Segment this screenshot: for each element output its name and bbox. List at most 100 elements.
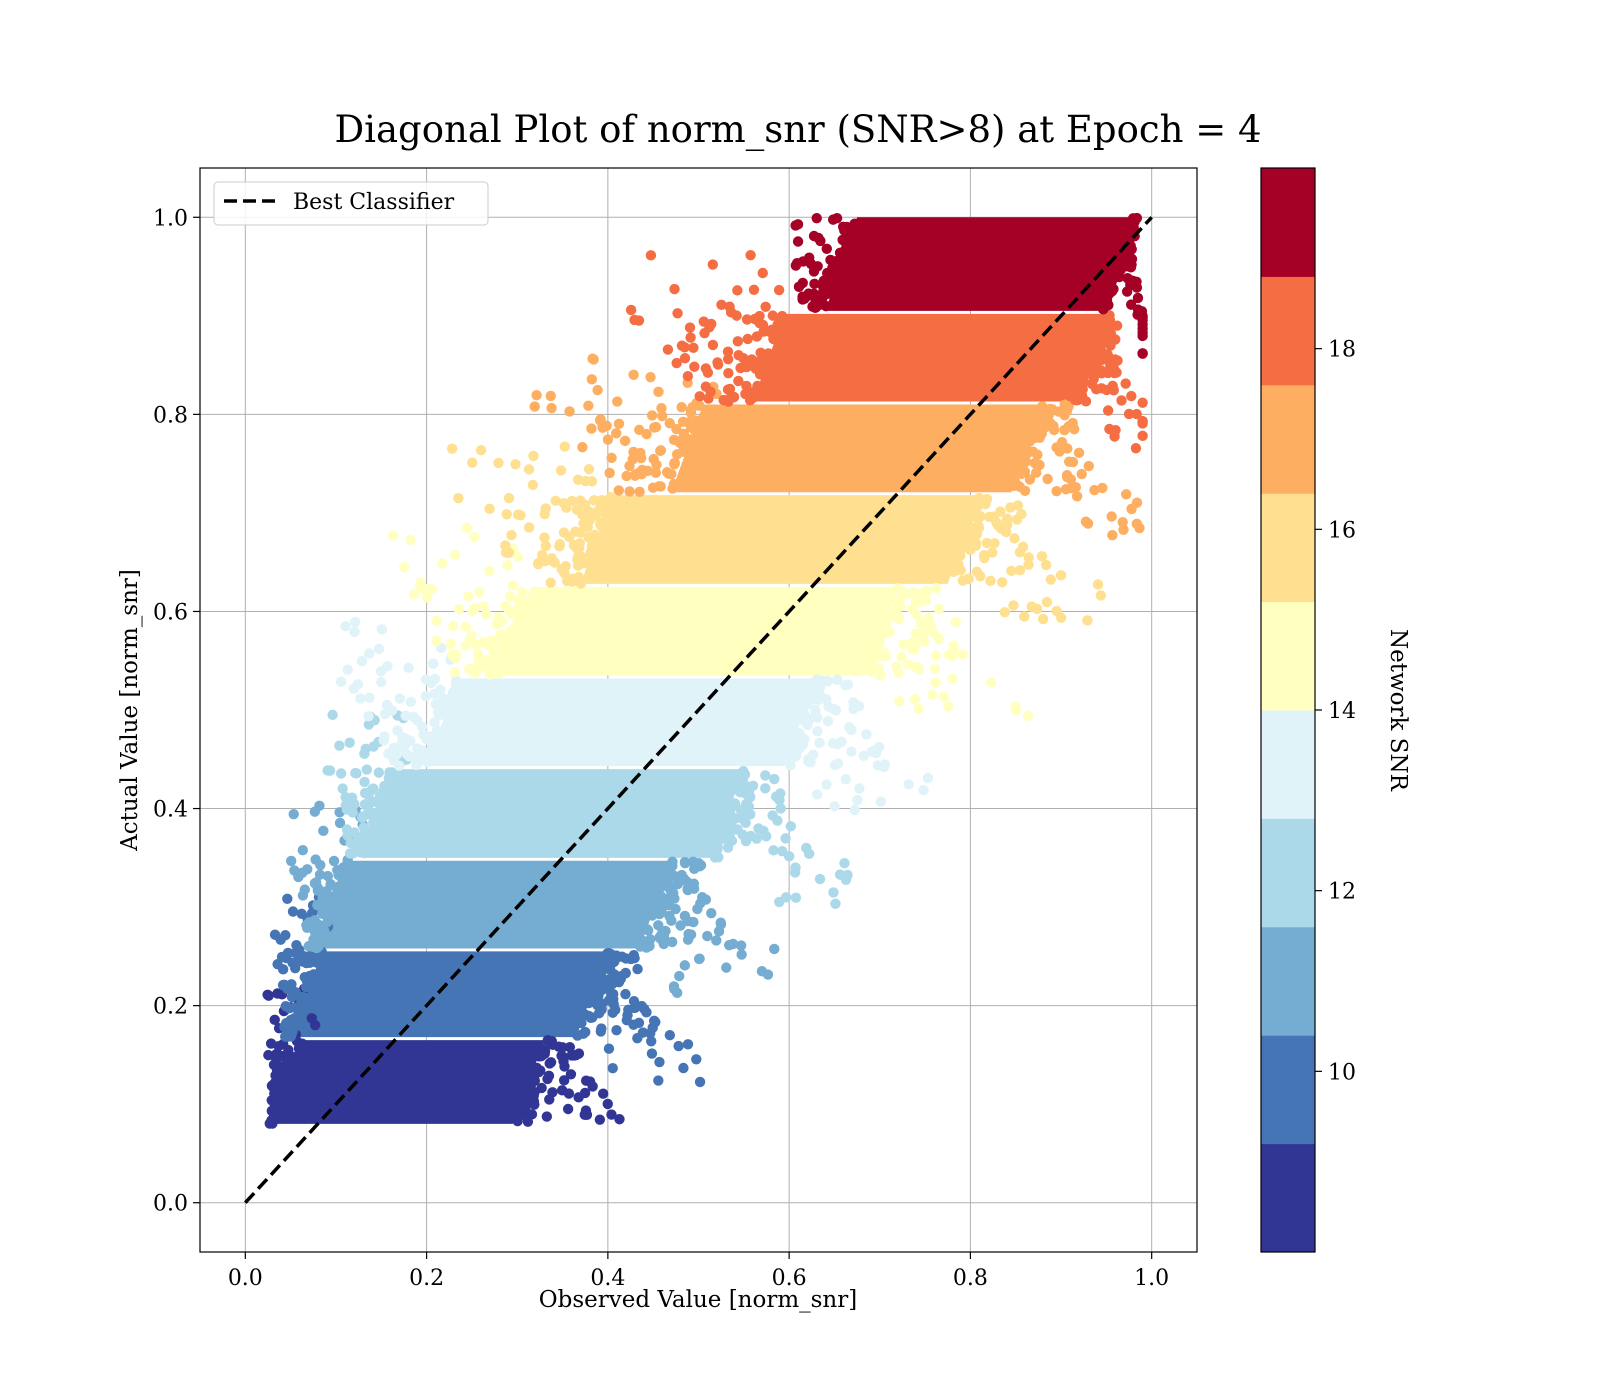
scatter-point [671, 423, 682, 435]
scatter-point [1041, 596, 1053, 608]
scatter-point [543, 1070, 555, 1082]
scatter-point [792, 236, 804, 247]
band-core [752, 313, 1107, 402]
scatter-point [723, 939, 735, 951]
scatter-point [923, 612, 934, 624]
scatter-point [831, 212, 843, 224]
scatter-point [1100, 317, 1111, 328]
scatter-point [620, 988, 631, 1000]
scatter-point [1009, 476, 1021, 487]
scatter-point [575, 578, 586, 589]
scatter-point [294, 944, 305, 956]
scatter-point [1121, 286, 1133, 297]
scatter-point [1134, 522, 1145, 534]
scatter-point [679, 353, 691, 364]
scatter-point [812, 726, 823, 737]
scatter-point [832, 738, 843, 750]
scatter-point [813, 232, 824, 244]
scatter-point [364, 648, 375, 659]
scatter-point [288, 808, 299, 820]
scatter-point [359, 776, 370, 788]
scatter-point [608, 999, 619, 1010]
scatter-point [740, 788, 752, 800]
band-core [580, 495, 980, 584]
scatter-point [497, 652, 508, 663]
scatter-point [711, 935, 722, 946]
scatter-point [361, 825, 372, 837]
scatter-point [493, 457, 504, 469]
data-bands [272, 217, 1134, 1124]
scatter-point [1010, 705, 1022, 716]
scatter-point [724, 804, 735, 815]
scatter-point [689, 361, 700, 372]
scatter-point [947, 673, 958, 685]
scatter-point [558, 1056, 569, 1067]
scatter-point [340, 791, 351, 803]
scatter-point [891, 661, 902, 673]
scatter-point [596, 1023, 607, 1034]
y-tick-label: 0.6 [153, 600, 188, 625]
scatter-point [373, 643, 385, 655]
scatter-point [389, 742, 401, 754]
scatter-point [594, 518, 606, 529]
scatter-point [269, 1088, 280, 1099]
scatter-point [314, 869, 326, 880]
scatter-point [503, 492, 515, 504]
scatter-point [875, 670, 886, 681]
scatter-point [1103, 336, 1114, 348]
scatter-point [445, 638, 457, 649]
scatter-point [783, 851, 795, 862]
scatter-point [1037, 401, 1048, 412]
scatter-point [1055, 570, 1067, 581]
scatter-point [1116, 395, 1127, 406]
scatter-point [1019, 485, 1031, 496]
band-core [671, 404, 1043, 493]
scatter-point [349, 616, 361, 628]
scatter-point [868, 745, 880, 756]
scatter-point [1036, 551, 1048, 562]
scatter-point [316, 920, 328, 932]
scatter-point [587, 1081, 598, 1092]
scatter-point [702, 367, 714, 378]
scatter-point [606, 452, 617, 464]
scatter-point [522, 1116, 534, 1127]
scatter-point [532, 558, 544, 570]
scatter-point [1109, 431, 1120, 442]
scatter-point [1070, 392, 1082, 403]
colorbar-tick-label: 10 [1328, 1060, 1356, 1085]
scatter-point [429, 688, 440, 700]
scatter-point [997, 577, 1008, 588]
scatter-point [801, 842, 812, 854]
scatter-point [377, 790, 389, 801]
scatter-point [450, 675, 462, 686]
scatter-point [842, 679, 854, 690]
scatter-point [650, 467, 662, 479]
scatter-point [313, 940, 324, 952]
scatter-point [516, 587, 528, 598]
scatter-point [415, 577, 426, 588]
scatter-point [943, 649, 955, 660]
scatter-point [1128, 213, 1139, 224]
scatter-point [284, 982, 295, 994]
scatter-point [284, 1016, 296, 1027]
scatter-point [502, 645, 514, 656]
scatter-point [894, 613, 905, 624]
scatter-point [957, 649, 969, 660]
scatter-point [875, 796, 887, 807]
scatter-point [463, 591, 474, 602]
scatter-point [286, 991, 298, 1003]
scatter-point [542, 1035, 553, 1046]
scatter-point [724, 393, 735, 405]
scatter-point [564, 1041, 576, 1053]
scatter-point [495, 628, 506, 640]
scatter-point [539, 532, 550, 543]
scatter-point [504, 591, 516, 602]
scatter-point [403, 662, 414, 673]
scatter-point [1031, 603, 1043, 615]
scatter-point [661, 467, 673, 478]
scatter-point [278, 1087, 289, 1099]
scatter-point [814, 873, 826, 885]
scatter-point [294, 1006, 305, 1018]
scatter-point [664, 417, 675, 429]
scatter-point [993, 520, 1004, 531]
